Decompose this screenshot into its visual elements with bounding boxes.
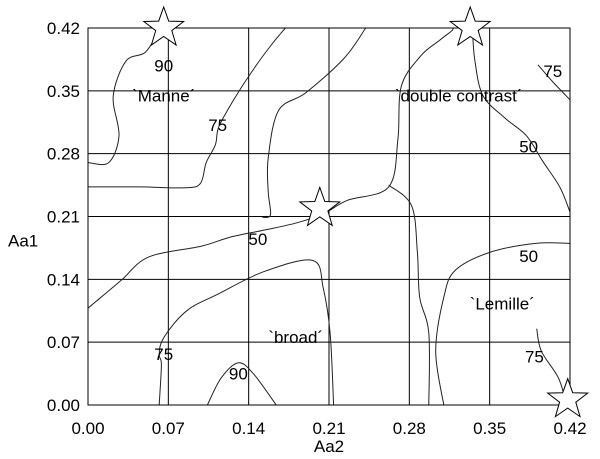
contour-label: 75 [525,348,544,367]
region-label: `broad´ [268,328,323,347]
contour-label: 75 [208,116,227,135]
contour-label: 75 [154,345,173,364]
contour-label: 50 [248,230,267,249]
region-label: `Lemille´ [470,295,535,314]
y-tick-label: 0.35 [47,82,80,101]
x-axis-label: Aa2 [314,437,344,456]
region-labels: `Manne´ `double contrast´ `broad´ `Lemille´ [132,86,535,346]
contour-label: 75 [543,62,562,81]
star-icon [298,185,342,227]
contour-label: 90 [154,57,173,76]
x-tick-label: 0.28 [393,419,426,438]
x-tick-labels: 0.00 0.07 0.14 0.21 0.28 0.35 0.42 [71,419,586,438]
y-tick-label: 0.14 [47,270,80,289]
contour-line-50 [472,27,571,213]
contour-line-75 [537,64,571,101]
contour-level-labels: 90 75 50 75 90 75 50 50 75 [154,57,562,384]
star-icon [448,5,492,47]
contour-line-50 [262,27,367,218]
x-tick-label: 0.07 [152,419,185,438]
x-tick-label: 0.21 [312,419,345,438]
y-tick-label: 0.07 [47,333,80,352]
y-tick-label: 0.42 [47,19,80,38]
y-tick-labels: 0.00 0.07 0.14 0.21 0.28 0.35 0.42 [47,19,80,415]
contour-line-75 [87,27,286,189]
y-tick-label: 0.28 [47,145,80,164]
contour-line-50 [87,27,454,309]
x-tick-label: 0.42 [553,419,586,438]
contour-line-50 [388,184,431,406]
y-axis-label: Aa1 [8,232,38,251]
x-tick-label: 0.35 [473,419,506,438]
y-tick-label: 0.21 [47,208,80,227]
contour-label: 90 [229,365,248,384]
contour-line-50 [435,242,571,406]
star-icon [546,377,590,418]
star-markers [142,5,590,418]
region-label: `double contrast´ [395,86,523,105]
contour-label: 50 [519,137,538,156]
contour-line-75 [158,259,335,406]
contour-label: 50 [519,247,538,266]
x-tick-label: 0.14 [232,419,265,438]
region-label: `Manne´ [132,86,195,105]
plot-frame [87,27,571,406]
star-icon [142,5,186,47]
y-tick-label: 0.00 [47,396,80,415]
x-tick-label: 0.00 [71,419,104,438]
contour-line-90 [206,362,277,406]
